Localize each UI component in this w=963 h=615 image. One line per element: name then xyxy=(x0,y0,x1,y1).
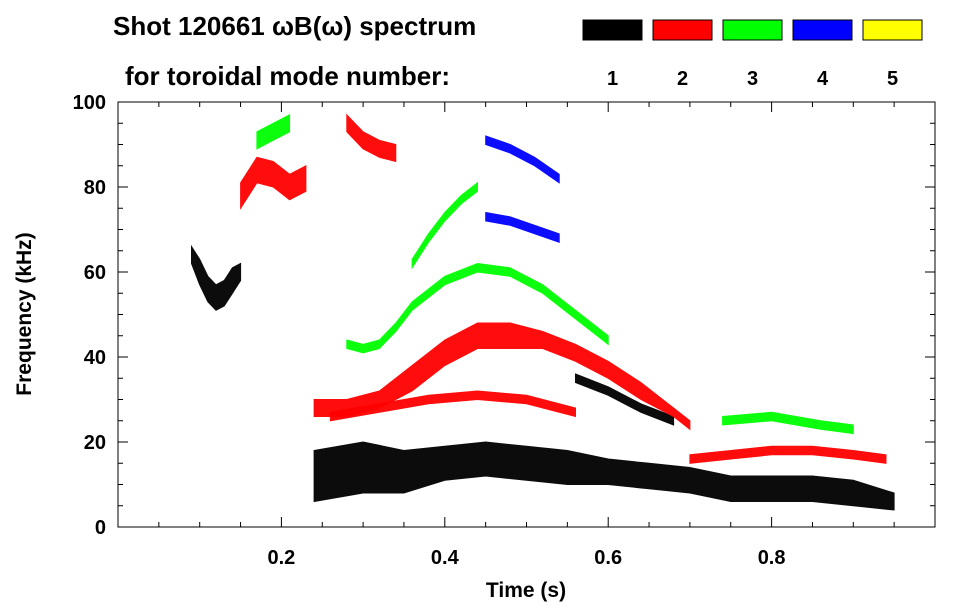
spectrogram-data xyxy=(191,113,895,511)
chart-subtitle: for toroidal mode number: xyxy=(125,61,450,91)
legend-swatch-mode-1 xyxy=(582,19,643,41)
legend-swatch-mode-2 xyxy=(652,19,713,41)
y-tick-label: 80 xyxy=(84,177,106,199)
series-band-mode-3-11 xyxy=(256,113,291,150)
x-axis-label: Time (s) xyxy=(486,579,566,602)
y-tick-label: 60 xyxy=(84,262,106,284)
x-tick-label: 0.8 xyxy=(758,547,786,569)
y-tick-label: 0 xyxy=(95,517,106,539)
legend-swatch-mode-4 xyxy=(792,19,853,41)
chart-title: Shot 120661 ωB(ω) spectrum xyxy=(113,11,476,41)
series-band-mode-2-5 xyxy=(329,390,576,422)
axes: 0 20 40 60 80 100 0.2 0.4 0.6 0.8 xyxy=(73,92,936,569)
legend-label-mode-4: 4 xyxy=(817,68,829,90)
x-tick-label: 0.4 xyxy=(431,547,460,569)
x-tick-label: 0.2 xyxy=(267,547,295,569)
legend-label-mode-2: 2 xyxy=(677,68,688,90)
x-tick-label: 0.6 xyxy=(594,547,622,569)
y-tick-label: 40 xyxy=(84,347,106,369)
y-tick-label: 20 xyxy=(84,432,106,454)
y-tick-label: 100 xyxy=(73,92,106,114)
legend-swatch-mode-3 xyxy=(722,19,783,41)
series-band-mode-2-8 xyxy=(346,113,397,163)
series-band-mode-3-9 xyxy=(411,181,478,270)
series-band-mode-4-13 xyxy=(485,135,560,184)
series-band-mode-2-4 xyxy=(313,322,691,431)
series-band-mode-2-7 xyxy=(240,156,307,211)
series-band-mode-3-12 xyxy=(722,411,854,435)
y-axis-label: Frequency (kHz) xyxy=(13,232,36,395)
series-band-mode-1-3 xyxy=(575,373,675,426)
legend-label-mode-3: 3 xyxy=(747,68,758,90)
series-band-mode-1-2 xyxy=(191,244,242,311)
legend-label-mode-5: 5 xyxy=(887,68,898,90)
series-band-mode-3-10 xyxy=(346,262,609,354)
series-band-mode-1-1 xyxy=(313,441,895,511)
legend-swatch-mode-5 xyxy=(862,19,923,41)
legend-label-mode-1: 1 xyxy=(607,68,618,90)
series-band-mode-2-6 xyxy=(689,445,887,464)
series-band-mode-4-14 xyxy=(485,211,560,244)
legend: 1 2 3 4 5 xyxy=(582,19,923,90)
